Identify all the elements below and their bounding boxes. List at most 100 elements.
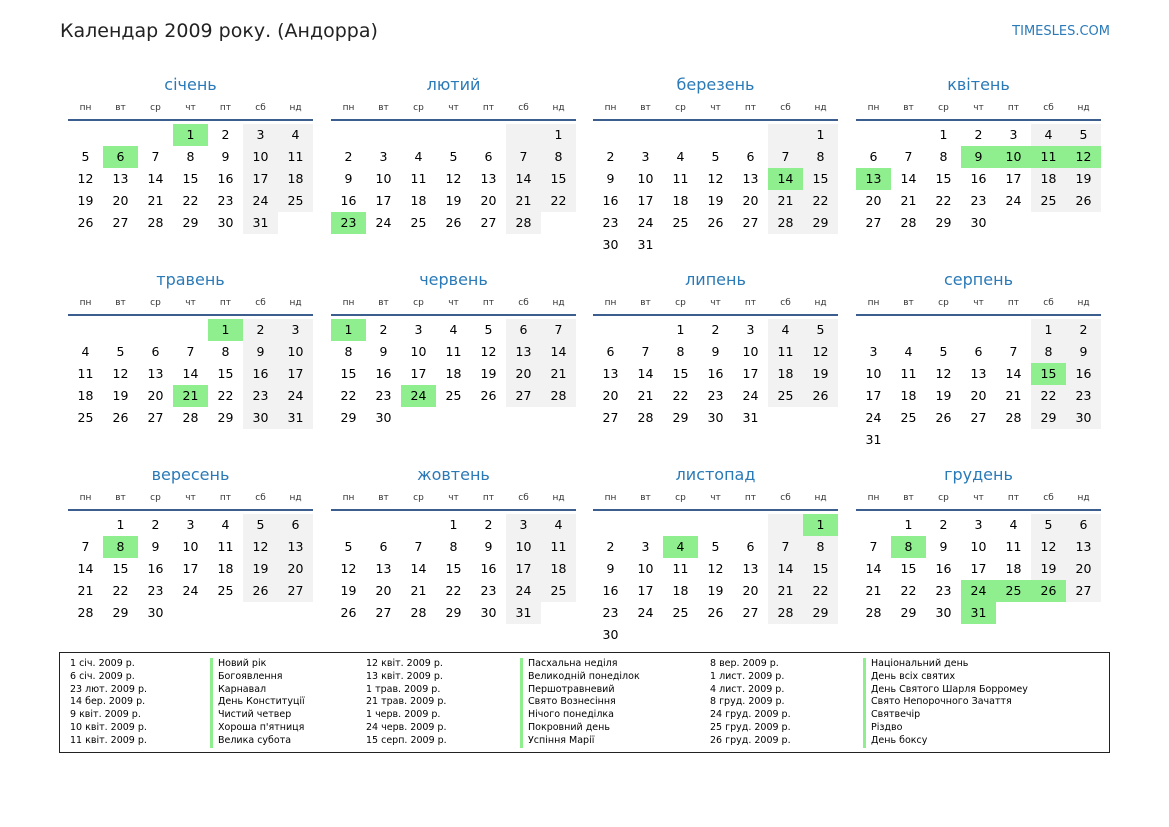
day-cell: 25 [1031,190,1066,212]
day-cell: 16 [602,193,619,208]
day-cell: 15 [182,171,199,186]
day-cell: 30 [1066,407,1101,429]
day-cell: 14 [77,561,94,576]
day-cell: 22 [217,388,234,403]
days-grid: 1 2 3 4 5 6 7 8 9 10 11 12 13 14 15 16 17 18 19 20 21 22 23 24 2… [856,514,1101,624]
weekday-label: пт [1007,103,1020,113]
days-grid: 1 2 3 4 5 6 7 8 9 10 11 12 13 14 15 16 17 18 19 20 21 22 23 24 2… [593,514,838,646]
holiday-day-cell: 10 [996,146,1031,168]
holiday-name: Національний день [863,658,1028,671]
empty-day-cell [733,124,768,146]
empty-day-cell [698,124,733,146]
day-cell: 7 [869,539,878,554]
weekday-label: ср [675,298,686,308]
day-cell: 18 [1005,561,1022,576]
day-cell: 7 [768,536,803,558]
day-cell: 6 [151,344,160,359]
day-cell: 13 [506,341,541,363]
day-cell: 13 [112,171,129,186]
day-cell: 11 [77,366,94,381]
day-cell: 1 [1031,319,1066,341]
holiday-list: 1 січ. 2009 р. 6 січ. 2009 р. 23 лют. 2009… [59,652,1110,753]
days-grid: 1 2 3 4 5 6 7 8 9 10 11 12 13 14 15 16 17 18 19 20 21 22 23 24 2… [68,124,313,234]
weekday-label: сб [518,298,529,308]
day-cell: 20 [865,193,882,208]
weekday-label: вт [903,493,914,503]
weekday-label: пт [219,103,232,113]
day-cell: 2 [151,517,160,532]
empty-day-cell [593,319,628,341]
day-cell: 3 [1009,127,1018,142]
weekday-label: ср [150,493,161,503]
days-grid: 1 2 3 4 5 6 7 8 9 10 11 12 13 14 15 16 17 18 19 20 21 22 23 24 2… [331,514,576,624]
day-cell: 15 [672,366,689,381]
month-title: липень [685,270,746,289]
holiday-day-cell: 25 [996,580,1031,602]
day-cell: 31 [637,237,654,252]
day-cell: 13 [742,561,759,576]
weekday-header: пн вт ср чт пт сб нд [593,97,838,121]
day-cell: 10 [278,341,313,363]
day-cell: 14 [1005,366,1022,381]
holiday-name: Першотравневий [520,683,640,697]
day-cell: 20 [375,583,392,598]
day-cell: 28 [77,605,94,620]
day-cell: 19 [77,193,94,208]
weekday-label: чт [448,493,459,503]
day-cell: 12 [112,366,129,381]
day-cell: 9 [606,561,615,576]
empty-day-cell [961,319,996,341]
day-cell: 22 [182,193,199,208]
day-cell: 7 [541,319,576,341]
day-cell: 1 [449,517,458,532]
weekday-label: пн [604,298,617,308]
weekday-label: пн [79,493,92,503]
day-cell: 5 [484,322,493,337]
day-cell: 5 [711,539,720,554]
day-cell: 17 [637,193,654,208]
weekday-label: пн [79,103,92,113]
day-cell: 23 [375,388,392,403]
day-cell: 10 [506,536,541,558]
holiday-name: День всіх святих [863,670,1028,684]
day-cell: 23 [602,215,619,230]
day-cell: 2 [379,322,388,337]
holiday-day-cell: 4 [663,536,698,558]
day-cell: 9 [379,344,388,359]
day-cell: 29 [935,215,952,230]
day-cell: 4 [676,149,685,164]
page-title: Календар 2009 року. (Андорра) [60,20,378,42]
day-cell: 26 [803,385,838,407]
holiday-name: Богоявлення [210,670,305,684]
weekday-label: ср [150,103,161,113]
day-cell: 14 [410,561,427,576]
day-cell: 20 [480,193,497,208]
site-link[interactable]: TIMESLES.COM [1012,24,1110,39]
holiday-name: День Конституції [210,696,305,710]
weekday-label: пн [342,493,355,503]
day-cell: 18 [217,561,234,576]
day-cell: 18 [77,388,94,403]
day-cell: 3 [186,517,195,532]
day-cell: 20 [112,193,129,208]
day-cell: 11 [445,344,462,359]
day-cell: 16 [707,366,724,381]
day-cell: 19 [112,388,129,403]
day-cell: 5 [1066,124,1101,146]
day-cell: 14 [541,341,576,363]
day-cell: 13 [970,366,987,381]
weekday-label: чт [448,298,459,308]
day-cell: 18 [541,558,576,580]
day-cell: 9 [711,344,720,359]
day-cell: 20 [742,193,759,208]
day-cell: 21 [900,193,917,208]
day-cell: 11 [278,146,313,168]
month-11: листопад пн вт ср чт пт сб нд 1 2 3 4 5 6 7 8 9 10 11 12 13 1… [593,463,838,646]
day-cell: 2 [243,319,278,341]
day-cell: 3 [746,322,755,337]
weekday-label: нд [552,493,565,503]
holiday-name: День боксу [863,734,1028,748]
day-cell: 16 [217,171,234,186]
weekday-label: ср [938,103,949,113]
day-cell: 29 [445,605,462,620]
